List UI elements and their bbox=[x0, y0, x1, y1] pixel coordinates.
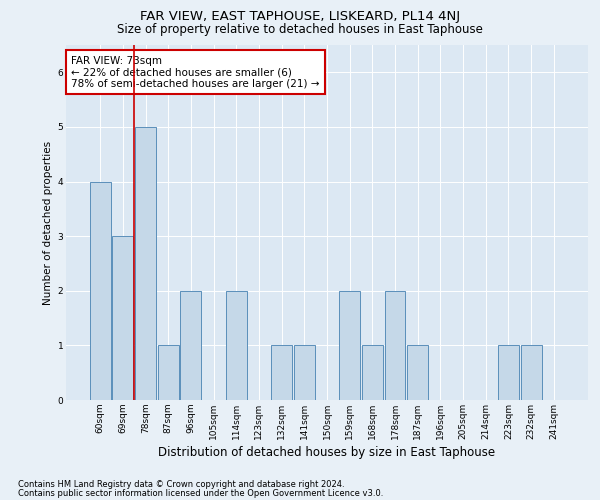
Bar bbox=[339, 291, 360, 400]
Bar bbox=[135, 127, 156, 400]
Text: FAR VIEW, EAST TAPHOUSE, LISKEARD, PL14 4NJ: FAR VIEW, EAST TAPHOUSE, LISKEARD, PL14 … bbox=[140, 10, 460, 23]
Y-axis label: Number of detached properties: Number of detached properties bbox=[43, 140, 53, 304]
Bar bbox=[407, 346, 428, 400]
Bar bbox=[112, 236, 133, 400]
Bar bbox=[521, 346, 542, 400]
Text: Size of property relative to detached houses in East Taphouse: Size of property relative to detached ho… bbox=[117, 22, 483, 36]
Text: FAR VIEW: 73sqm
← 22% of detached houses are smaller (6)
78% of semi-detached ho: FAR VIEW: 73sqm ← 22% of detached houses… bbox=[71, 56, 320, 89]
Bar bbox=[90, 182, 110, 400]
Bar bbox=[158, 346, 179, 400]
Bar bbox=[226, 291, 247, 400]
Bar bbox=[271, 346, 292, 400]
Text: Contains HM Land Registry data © Crown copyright and database right 2024.: Contains HM Land Registry data © Crown c… bbox=[18, 480, 344, 489]
Bar bbox=[498, 346, 519, 400]
X-axis label: Distribution of detached houses by size in East Taphouse: Distribution of detached houses by size … bbox=[158, 446, 496, 459]
Bar bbox=[294, 346, 315, 400]
Bar bbox=[181, 291, 202, 400]
Bar bbox=[362, 346, 383, 400]
Text: Contains public sector information licensed under the Open Government Licence v3: Contains public sector information licen… bbox=[18, 488, 383, 498]
Bar bbox=[385, 291, 406, 400]
